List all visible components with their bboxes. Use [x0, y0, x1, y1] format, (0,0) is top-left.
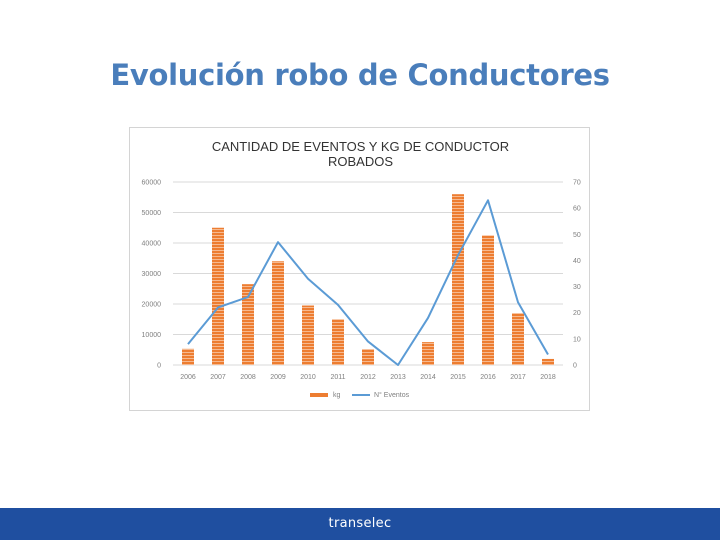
right-axis-tick-label: 0 — [573, 363, 577, 370]
right-axis-tick-label: 20 — [573, 310, 581, 317]
right-axis-tick-label: 10 — [573, 336, 581, 343]
footer-bar: transelec — [0, 508, 720, 540]
x-axis-tick-label: 2018 — [540, 374, 556, 381]
x-axis-tick-label: 2017 — [510, 374, 526, 381]
x-axis-tick-label: 2007 — [210, 374, 226, 381]
bar-kg — [362, 349, 374, 365]
x-axis-tick-label: 2010 — [300, 374, 316, 381]
x-axis-tick-label: 2014 — [420, 374, 436, 381]
bar-kg — [182, 348, 194, 365]
left-axis-tick-label: 60000 — [142, 180, 162, 187]
slide-title: Evolución robo de Conductores — [110, 58, 610, 92]
legend-label-eventos: N° Eventos — [374, 391, 410, 399]
bar-kg — [242, 284, 254, 365]
x-axis-tick-label: 2012 — [360, 374, 376, 381]
right-axis-tick-label: 30 — [573, 284, 581, 291]
right-axis-tick-label: 60 — [573, 206, 581, 213]
right-axis-tick-label: 50 — [573, 232, 581, 239]
bar-kg — [482, 235, 494, 365]
left-axis-tick-label: 0 — [157, 363, 161, 370]
left-axis-tick-label: 30000 — [142, 271, 162, 278]
x-axis-tick-label: 2008 — [240, 374, 256, 381]
legend-swatch-kg — [310, 393, 328, 397]
x-axis-tick-label: 2013 — [390, 374, 406, 381]
bar-kg — [542, 358, 554, 365]
x-axis-tick-label: 2011 — [330, 374, 345, 381]
bar-kg — [452, 194, 464, 365]
chart-title: CANTIDAD DE EVENTOS Y KG DE CONDUCTOR RO… — [130, 139, 591, 169]
chart-title-line-2: ROBADOS — [327, 154, 393, 169]
transelec-logo: transelec — [328, 516, 392, 531]
chart-panel: CANTIDAD DE EVENTOS Y KG DE CONDUCTOR RO… — [129, 127, 590, 411]
bar-kg — [512, 313, 524, 365]
bar-kg — [272, 261, 284, 365]
line-eventos — [187, 199, 549, 366]
legend-label-kg: kg — [333, 392, 341, 399]
x-axis-tick-label: 2006 — [180, 374, 196, 381]
left-axis-tick-label: 50000 — [142, 210, 162, 217]
left-axis-tick-label: 10000 — [142, 332, 162, 339]
bar-kg — [332, 319, 344, 365]
x-axis-tick-label: 2009 — [270, 374, 286, 381]
left-axis-tick-label: 20000 — [142, 302, 162, 309]
bar-kg — [212, 227, 224, 365]
right-axis-tick-label: 40 — [573, 258, 581, 265]
bar-kg — [302, 305, 314, 365]
combo-chart: 0 10000 20000 30000 40000 50000 60000 0 10 20 30 40… — [142, 180, 581, 400]
x-axis-tick-label: 2016 — [480, 374, 496, 381]
chart-title-line-1: CANTIDAD DE EVENTOS Y KG DE CONDUCTOR — [211, 139, 510, 154]
left-axis-tick-label: 40000 — [142, 241, 162, 248]
bar-kg — [422, 342, 434, 365]
right-axis-tick-label: 70 — [573, 180, 581, 187]
x-axis-tick-label: 2015 — [450, 374, 466, 381]
